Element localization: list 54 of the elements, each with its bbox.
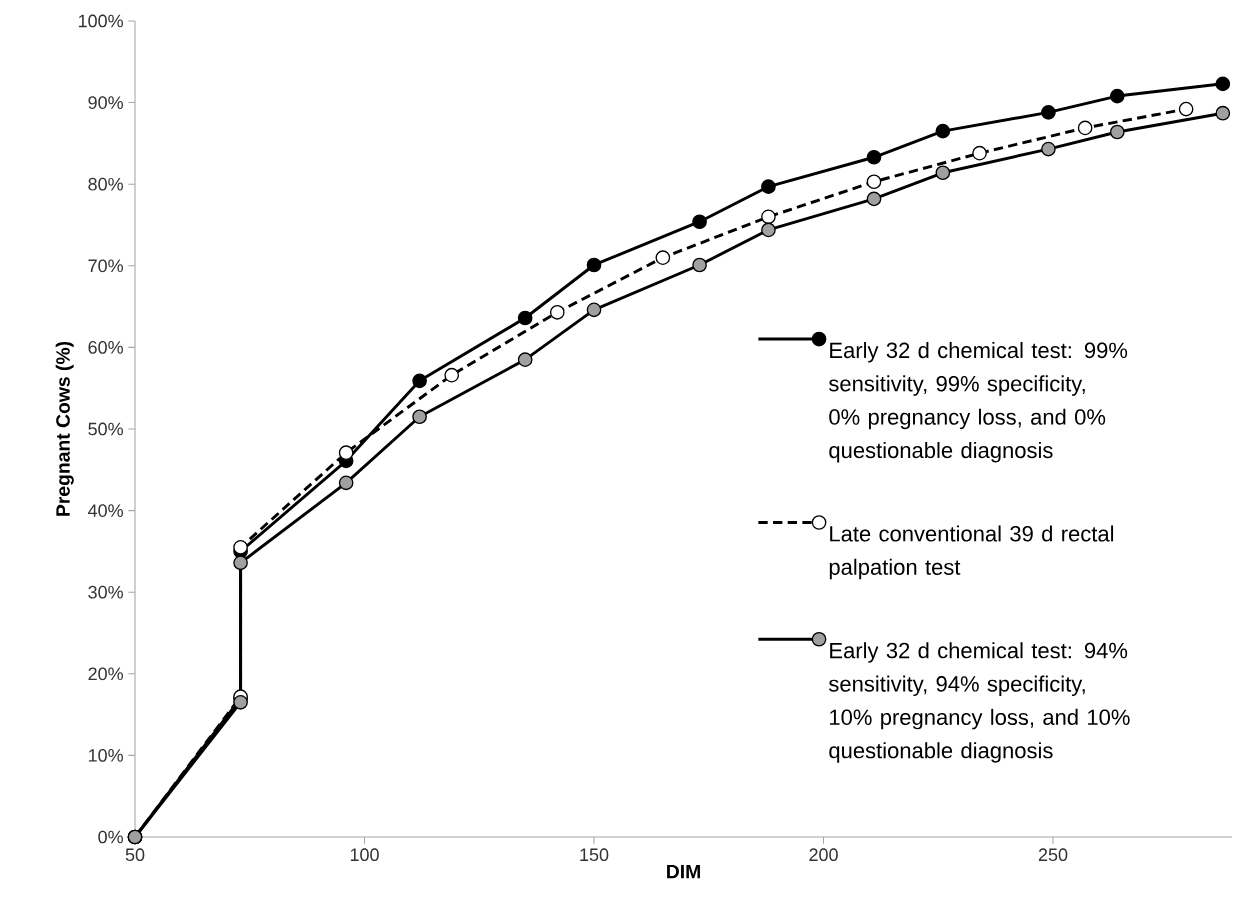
x-tick-label: 200 <box>809 848 838 862</box>
y-tick-label: 70% <box>88 259 123 273</box>
point <box>1041 141 1056 157</box>
point <box>692 214 707 230</box>
y-axis-title: Pregnant Cows (%) <box>55 341 74 516</box>
x-tick-label: 50 <box>125 848 145 862</box>
point <box>866 149 882 165</box>
y-tick-label: 80% <box>88 177 123 191</box>
point <box>338 475 354 491</box>
y-tick-label: 50% <box>88 422 123 436</box>
legend-label: Late conventional 39 d rectal palpation test <box>829 525 1114 580</box>
point <box>233 539 248 555</box>
legend-label: Early 32 d chemical test: 94% sensitivity, 94% specificity, 10% pregnancy loss, and 10% questionable diagnosis <box>829 642 1130 763</box>
point <box>1041 105 1056 120</box>
y-tick-label: 10% <box>88 749 123 762</box>
point <box>517 310 533 326</box>
y-tick-label: 20% <box>88 667 123 681</box>
point <box>1109 88 1125 104</box>
x-tick-label: 150 <box>580 848 609 862</box>
point <box>761 179 776 194</box>
point <box>866 191 882 207</box>
x-tick-label: 100 <box>350 848 379 862</box>
y-tick-label: 30% <box>88 585 123 599</box>
point <box>1215 105 1231 121</box>
point <box>338 445 354 460</box>
y-tick-label: 0% <box>98 830 123 844</box>
legend-label: Early 32 d chemical test: 99% sensitivity, 99% specificity, 0% pregnancy loss, and 0% questionable diagnosis <box>829 341 1128 463</box>
point <box>586 257 602 273</box>
point <box>517 352 533 367</box>
point <box>761 209 776 225</box>
point <box>1178 101 1194 117</box>
y-tick-label: 60% <box>88 341 123 354</box>
point <box>233 695 248 710</box>
point <box>935 165 951 181</box>
point <box>444 367 460 383</box>
point <box>549 304 565 320</box>
y-tick-label: 90% <box>88 96 123 109</box>
y-tick-label: 40% <box>88 504 123 517</box>
point <box>1109 124 1125 140</box>
x-axis-title: DIM <box>667 864 700 879</box>
point <box>412 373 427 389</box>
point <box>866 174 882 190</box>
point <box>655 250 671 265</box>
point <box>761 222 776 238</box>
point <box>233 555 248 571</box>
point <box>412 409 427 425</box>
point <box>972 145 987 161</box>
x-tick-label: 250 <box>1038 848 1068 862</box>
point <box>586 302 602 318</box>
point <box>1077 120 1093 136</box>
point <box>692 257 707 273</box>
y-tick-label: 100% <box>78 14 123 28</box>
point <box>1215 76 1231 92</box>
point <box>935 123 951 139</box>
